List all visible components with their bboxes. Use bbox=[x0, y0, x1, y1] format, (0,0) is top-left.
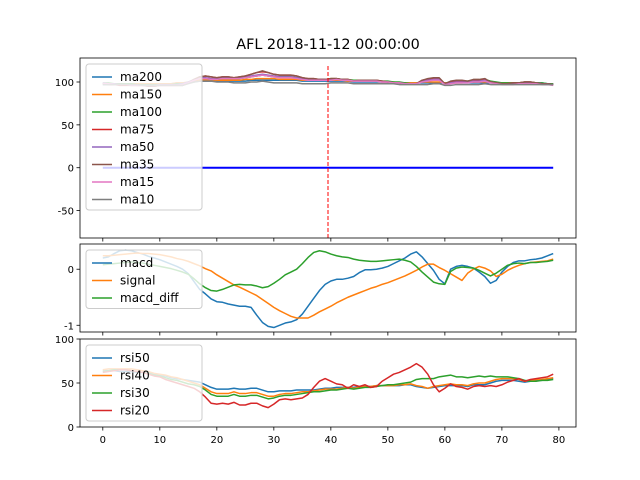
macd-ytick-label: 0 bbox=[68, 265, 74, 276]
xtick-label: 80 bbox=[553, 435, 566, 446]
macd-axis-ticks: -1 0 bbox=[64, 265, 560, 336]
ma-ytick-label: 100 bbox=[55, 78, 74, 89]
ma-ytick-label: 0 bbox=[68, 164, 74, 175]
legend-label-rsi50: rsi50 bbox=[120, 351, 150, 365]
xtick-label: 30 bbox=[267, 435, 280, 446]
ma-legend-box bbox=[85, 63, 203, 211]
x-axis-ticks: 0 10 20 30 40 50 60 70 80 bbox=[100, 435, 566, 446]
xtick-label: 60 bbox=[439, 435, 452, 446]
macd-legend-box bbox=[85, 249, 203, 309]
rsi-ytick-label: 100 bbox=[55, 335, 74, 346]
ma-legend: ma200 ma150 ma100 ma75 ma50 ma35 ma15 ma10 bbox=[85, 63, 203, 211]
ma-axis-ticks: -50 0 50 100 bbox=[55, 78, 560, 242]
macd-legend: macd signal macd_diff bbox=[85, 249, 203, 309]
ma-panel: -50 0 50 100 ma200 ma150 ma100 ma75 ma50 ma35 ma1… bbox=[55, 57, 577, 242]
legend-label-signal: signal bbox=[120, 274, 156, 288]
macd-axes-frame bbox=[79, 243, 577, 333]
xtick-label: 0 bbox=[100, 435, 106, 446]
macd-ytick-label: -1 bbox=[64, 321, 74, 332]
xtick-label: 70 bbox=[496, 435, 509, 446]
xtick-label: 20 bbox=[210, 435, 223, 446]
macd-panel: -1 0 macd signal macd_diff bbox=[64, 243, 577, 336]
rsi-axis-ticks: 0 50 100 bbox=[55, 335, 560, 434]
chart-title: AFL 2018-11-12 00:00:00 bbox=[236, 37, 420, 53]
legend-label-ma75: ma75 bbox=[120, 123, 154, 137]
rsi-legend: rsi50 rsi40 rsi30 rsi20 bbox=[85, 344, 203, 422]
legend-label-ma200: ma200 bbox=[120, 70, 162, 84]
legend-label-ma150: ma150 bbox=[120, 88, 162, 102]
rsi-panel: 0 50 100 rsi50 rsi40 rsi30 rsi20 0 10 20 30 40 50 6… bbox=[55, 335, 577, 446]
legend-label-rsi40: rsi40 bbox=[120, 369, 150, 383]
legend-label-macd: macd bbox=[120, 256, 153, 270]
rsi-axes-frame bbox=[79, 338, 577, 428]
xtick-label: 40 bbox=[324, 435, 337, 446]
rsi-ytick-label: 50 bbox=[61, 379, 74, 390]
legend-label-ma15: ma15 bbox=[120, 175, 154, 189]
legend-label-macd_diff: macd_diff bbox=[120, 291, 179, 305]
legend-label-rsi30: rsi30 bbox=[120, 386, 150, 400]
ma-ytick-label: 50 bbox=[61, 121, 74, 132]
rsi-ytick-label: 0 bbox=[68, 423, 74, 434]
legend-label-rsi20: rsi20 bbox=[120, 404, 150, 418]
rsi-legend-box bbox=[85, 344, 203, 422]
ma-axes-frame bbox=[79, 57, 577, 239]
legend-label-ma10: ma10 bbox=[120, 193, 154, 207]
xtick-label: 50 bbox=[381, 435, 394, 446]
xtick-label: 10 bbox=[153, 435, 166, 446]
legend-label-ma100: ma100 bbox=[120, 105, 162, 119]
ma-ytick-label: -50 bbox=[58, 207, 74, 218]
legend-label-ma35: ma35 bbox=[120, 158, 154, 172]
legend-label-ma50: ma50 bbox=[120, 140, 154, 154]
